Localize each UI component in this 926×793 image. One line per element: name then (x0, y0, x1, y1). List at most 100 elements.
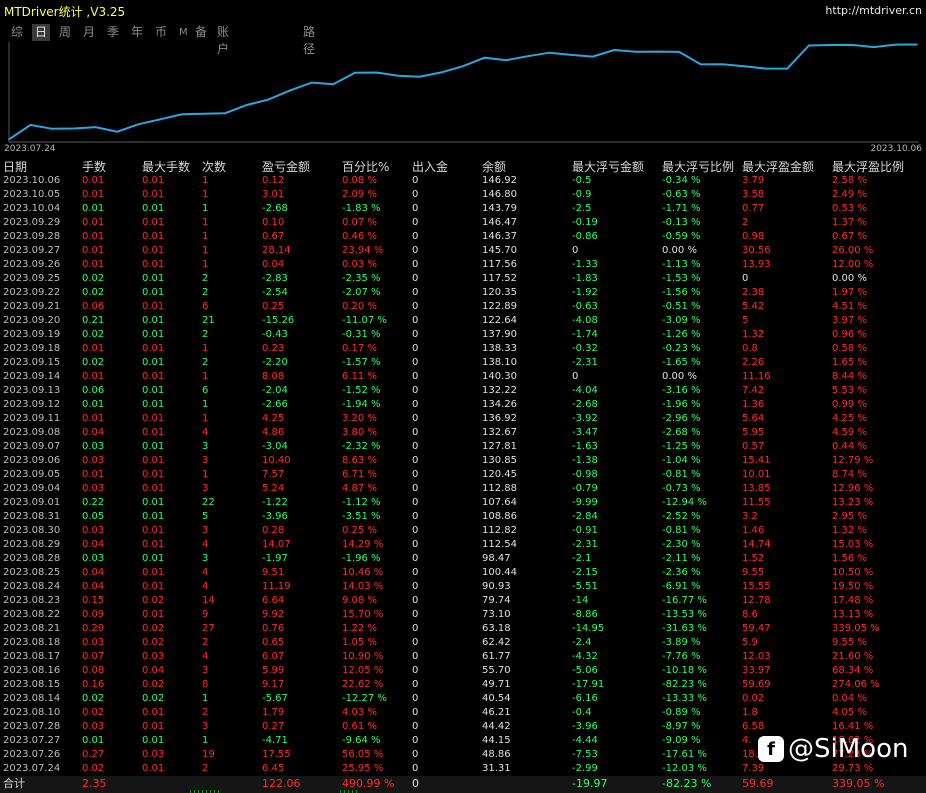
tab-1[interactable]: 日 (32, 24, 51, 41)
table-row[interactable]: 2023.08.29 0.04 0.01 4 14.07 14.29 % 0 112.54 -2… (0, 538, 926, 552)
table-row[interactable]: 2023.08.14 0.02 0.02 1 -5.67 -12.27 % 0 40.54 -6… (0, 692, 926, 706)
table-row[interactable]: 2023.08.24 0.04 0.01 4 11.19 14.03 % 0 90.93 -5.… (0, 580, 926, 594)
table-row[interactable]: 2023.07.24 0.02 0.01 2 6.45 25.95 % 0 31.31 -2.9… (0, 762, 926, 776)
table-row[interactable]: 2023.09.12 0.01 0.01 1 -2.66 -1.94 % 0 134.26 -2… (0, 398, 926, 412)
table-row[interactable]: 2023.08.16 0.08 0.04 3 5.99 12.05 % 0 55.70 -5.0… (0, 664, 926, 678)
header-deposit[interactable]: 出入金 (412, 160, 449, 174)
table-row[interactable]: 2023.09.01 0.22 0.01 22 -1.22 -1.12 % 0 107.64 -… (0, 496, 926, 510)
cell-max-float-loss-pct: -2.30 % (662, 539, 701, 550)
cell-max-float-profit-pct: 4.05 % (832, 707, 867, 718)
table-row[interactable]: 2023.07.28 0.03 0.01 3 0.27 0.61 % 0 44.42 -3.96… (0, 720, 926, 734)
cell-pnl: -2.04 (262, 385, 288, 396)
header-trades[interactable]: 次数 (202, 160, 227, 174)
table-row[interactable]: 2023.09.27 0.01 0.01 1 28.14 23.94 % 0 145.70 0 0… (0, 244, 926, 258)
site-url-link[interactable]: http://mtdriver.cn (825, 4, 922, 17)
tab-10[interactable]: 路径 (303, 25, 316, 56)
table-row[interactable]: 2023.07.26 0.27 0.03 19 17.55 56.05 % 0 48.86 -7… (0, 748, 926, 762)
table-row[interactable]: 2023.08.21 0.29 0.02 27 0.76 1.22 % 0 63.18 -14.… (0, 622, 926, 636)
table-row[interactable]: 2023.08.15 0.16 0.02 8 9.17 22.62 % 0 49.71 -17.… (0, 678, 926, 692)
cell-max-float-loss-pct: -3.89 % (662, 637, 701, 648)
table-row[interactable]: 2023.10.05 0.01 0.01 1 3.01 2.09 % 0 146.80 -0.9… (0, 188, 926, 202)
table-row[interactable]: 2023.09.07 0.03 0.01 3 -3.04 -2.32 % 0 127.81 -1… (0, 440, 926, 454)
tab-4[interactable]: 季 (107, 25, 120, 39)
table-row[interactable]: 2023.09.14 0.01 0.01 1 8.08 6.11 % 0 140.30 0 0.0… (0, 370, 926, 384)
cell-max-float-profit: 0.98 (742, 231, 765, 242)
table-row[interactable]: 2023.09.19 0.02 0.01 2 -0.43 -0.31 % 0 137.90 -1… (0, 328, 926, 342)
cell-lots: 0.09 (82, 609, 105, 620)
cell-trades: 4 (202, 567, 209, 578)
header-max-float-profit[interactable]: 最大浮盈金额 (742, 160, 815, 174)
cell-pnl: -2.68 (262, 203, 288, 214)
cell-lots: 0.01 (82, 371, 105, 382)
table-row[interactable]: 2023.08.22 0.09 0.01 9 9.92 15.70 % 0 73.10 -8.8… (0, 608, 926, 622)
cell-max-float-profit-pct: 0.44 % (832, 441, 867, 452)
table-row[interactable]: 2023.08.25 0.04 0.01 4 9.51 10.46 % 0 100.44 -2.… (0, 566, 926, 580)
cell-balance: 46.21 (482, 707, 511, 718)
cell-trades: 2 (202, 763, 209, 774)
cell-max-float-loss-pct: 0.00 % (662, 371, 697, 382)
header-balance[interactable]: 余额 (482, 160, 507, 174)
table-row[interactable]: 2023.09.25 0.02 0.01 2 -2.83 -2.35 % 0 117.52 -1… (0, 272, 926, 286)
tab-3[interactable]: 月 (83, 25, 96, 39)
header-max-float-profit-pct[interactable]: 最大浮盈比例 (832, 160, 905, 174)
table-row[interactable]: 2023.08.10 0.02 0.01 2 1.79 4.03 % 0 46.21 -0.4 -… (0, 706, 926, 720)
table-row[interactable]: 2023.09.04 0.03 0.01 3 5.24 4.87 % 0 112.88 -0.7… (0, 482, 926, 496)
table-row[interactable]: 2023.09.08 0.04 0.01 4 4.86 3.80 % 0 132.67 -3.4… (0, 426, 926, 440)
table-row[interactable]: 2023.09.13 0.06 0.01 6 -2.04 -1.52 % 0 132.22 -4… (0, 384, 926, 398)
cell-max-float-loss-pct: -0.81 % (662, 469, 701, 480)
table-row[interactable]: 2023.09.28 0.01 0.01 1 0.67 0.46 % 0 146.37 -0.8… (0, 230, 926, 244)
cell-lots: 0.01 (82, 259, 105, 270)
cell-pnl: -3.96 (262, 511, 288, 522)
table-row[interactable]: 2023.09.20 0.21 0.01 21 -15.26 -11.07 % 0 122.6… (0, 314, 926, 328)
table-row[interactable]: 2023.09.15 0.02 0.01 2 -2.20 -1.57 % 0 138.10 -2… (0, 356, 926, 370)
tab-6[interactable]: 币 (155, 25, 168, 39)
tab-7[interactable]: M (179, 27, 188, 38)
cell-pnl-pct: 10.46 % (342, 567, 384, 578)
cell-max-lots: 0.01 (142, 343, 165, 354)
balance-point (354, 71, 356, 74)
table-row[interactable]: 2023.10.06 0.01 0.01 1 0.12 0.08 % 0 146.92 -0.5… (0, 174, 926, 188)
cell-max-float-loss: -5.51 (572, 581, 598, 592)
cell-lots: 0.03 (82, 441, 105, 452)
header-max-lots[interactable]: 最大手数 (142, 160, 191, 174)
cell-pnl: -0.43 (262, 329, 288, 340)
tab-9[interactable]: 账户 (217, 25, 230, 56)
cell-lots: 0.01 (82, 175, 105, 186)
cell-date: 2023.09.13 (3, 385, 61, 396)
table-row[interactable]: 2023.09.05 0.01 0.01 1 7.57 6.71 % 0 120.45 -0.9… (0, 468, 926, 482)
cell-max-float-loss: -3.47 (572, 427, 598, 438)
table-row[interactable]: 2023.08.28 0.03 0.01 3 -1.97 -1.96 % 0 98.47 -2.… (0, 552, 926, 566)
cell-trades: 1 (202, 343, 209, 354)
cell-pnl: 4.25 (262, 413, 285, 424)
cell-trades: 1 (202, 469, 209, 480)
header-lots[interactable]: 手数 (82, 160, 107, 174)
header-max-float-loss[interactable]: 最大浮亏金额 (572, 160, 645, 174)
tab-2[interactable]: 周 (59, 25, 72, 39)
table-row[interactable]: 2023.09.06 0.03 0.01 3 10.40 8.63 % 0 130.85 -1.… (0, 454, 926, 468)
header-pnl-pct[interactable]: 百分比% (342, 160, 390, 174)
table-row[interactable]: 2023.08.23 0.15 0.02 14 6.64 9.08 % 0 79.74 -14 -… (0, 594, 926, 608)
table-row[interactable]: 2023.08.31 0.05 0.01 5 -3.96 -3.51 % 0 108.86 -2… (0, 510, 926, 524)
table-row[interactable]: 2023.09.11 0.01 0.01 1 4.25 3.20 % 0 136.92 -3.9… (0, 412, 926, 426)
header-date[interactable]: 日期 (3, 160, 28, 174)
header-max-float-loss-pct[interactable]: 最大浮亏比例 (662, 160, 735, 174)
tab-0[interactable]: 综 (11, 25, 24, 39)
table-row[interactable]: 2023.07.27 0.01 0.01 1 -4.71 -9.64 % 0 44.15 -4.… (0, 734, 926, 748)
table-row[interactable]: 2023.09.21 0.06 0.01 6 0.25 0.20 % 0 122.89 -0.6… (0, 300, 926, 314)
tab-8[interactable]: 备 (195, 25, 208, 39)
table-row[interactable]: 2023.09.26 0.01 0.01 1 0.04 0.03 % 0 117.56 -1.3… (0, 258, 926, 272)
table-row[interactable]: 2023.09.22 0.02 0.01 2 -2.54 -2.07 % 0 120.35 -1… (0, 286, 926, 300)
cell-pnl: 0.28 (262, 525, 285, 536)
table-row[interactable]: 2023.09.18 0.01 0.01 1 0.23 0.17 % 0 138.33 -0.3… (0, 342, 926, 356)
cell-trades: 1 (202, 693, 209, 704)
cell-trades: 1 (202, 371, 209, 382)
table-row[interactable]: 2023.08.17 0.07 0.03 4 6.07 10.90 % 0 61.77 -4.3… (0, 650, 926, 664)
cell-max-lots: 0.01 (142, 469, 165, 480)
balance-chart-svg (8, 42, 919, 143)
tab-5[interactable]: 年 (131, 25, 144, 39)
table-row[interactable]: 2023.10.04 0.01 0.01 1 -2.68 -1.83 % 0 143.79 -2… (0, 202, 926, 216)
header-pnl[interactable]: 盈亏金额 (262, 160, 311, 174)
table-row[interactable]: 2023.08.30 0.03 0.01 3 0.28 0.25 % 0 112.82 -0.9… (0, 524, 926, 538)
table-row[interactable]: 2023.09.29 0.01 0.01 1 0.10 0.07 % 0 146.47 -0.1… (0, 216, 926, 230)
table-row[interactable]: 2023.08.18 0.03 0.02 2 0.65 1.05 % 0 62.42 -2.4 -… (0, 636, 926, 650)
